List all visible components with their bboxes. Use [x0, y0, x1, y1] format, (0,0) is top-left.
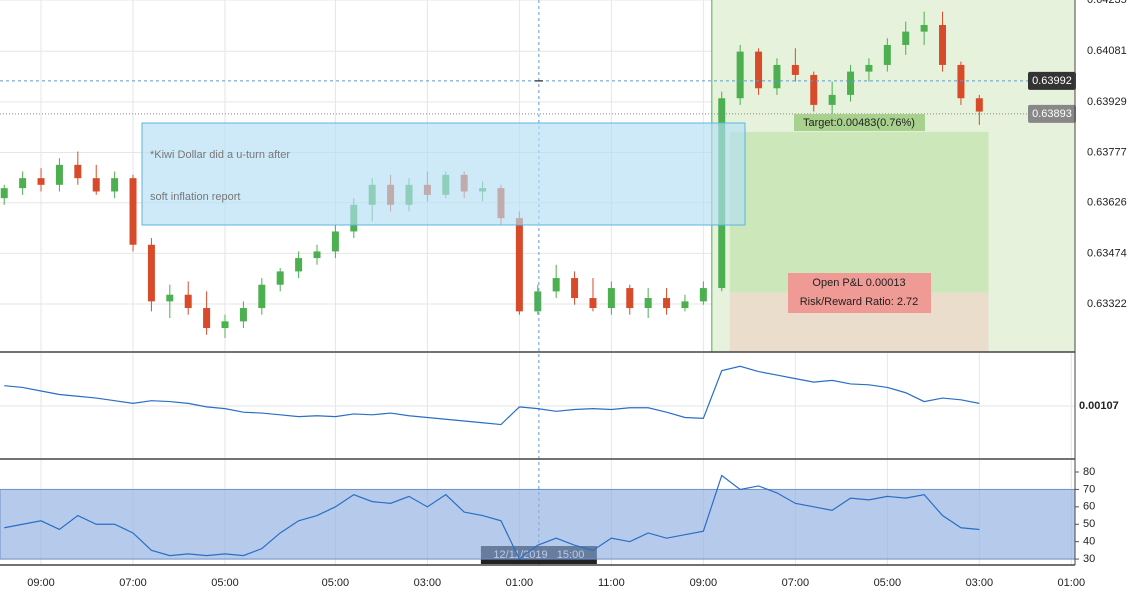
- x-tick-label: 09:00: [690, 577, 718, 589]
- x-tick-label: 03:00: [966, 577, 994, 589]
- y-tick-label: 0.63322: [1087, 298, 1127, 310]
- target-zone: [729, 131, 989, 293]
- candle-body: [239, 308, 247, 322]
- candle-body: [19, 178, 27, 189]
- candle-body: [663, 298, 671, 309]
- candle-body: [883, 44, 891, 65]
- candle-body: [773, 64, 781, 89]
- band: [0, 488, 1076, 560]
- candle-body: [295, 258, 303, 272]
- candle-body: [37, 178, 45, 185]
- x-tick-label: 05:00: [211, 577, 239, 589]
- x-tick-label: 05:00: [874, 577, 902, 589]
- candle-body: [810, 74, 818, 105]
- candle-body: [957, 64, 965, 99]
- annotation-text: *Kiwi Dollar did a u-turn after soft infl…: [150, 149, 290, 203]
- x-tick-label: 01:00: [1058, 577, 1086, 589]
- candle-body: [515, 218, 523, 312]
- annotation-line: *Kiwi Dollar did a u-turn after: [150, 149, 290, 161]
- annotation-line: soft inflation report: [150, 191, 241, 203]
- x-tick-label: 09:00: [27, 577, 55, 589]
- candle-body: [920, 24, 928, 32]
- candle-body: [276, 271, 284, 285]
- y-tick-label: 50: [1083, 518, 1095, 530]
- y-tick-label: 30: [1083, 553, 1095, 565]
- target-label: Target:0.00483(0.76%): [803, 117, 915, 129]
- candle-body: [331, 231, 339, 252]
- candle-body: [975, 98, 983, 112]
- candle-body: [184, 294, 192, 309]
- candle-body: [607, 288, 615, 309]
- x-tick-label: 07:00: [119, 577, 147, 589]
- candle-body: [791, 64, 799, 75]
- indicator-line: [4, 365, 980, 426]
- candle-body: [847, 71, 855, 95]
- pnl-tag: [788, 273, 931, 313]
- y-tick-label: 0.63474: [1087, 247, 1127, 259]
- candle-body: [258, 284, 266, 309]
- candle-body: [313, 251, 321, 259]
- candle-body: [755, 51, 763, 89]
- candle-body: [902, 31, 910, 45]
- candle-body: [644, 298, 652, 309]
- candle-body: [147, 244, 155, 302]
- y-tick-label: 0.64081: [1087, 45, 1127, 57]
- y-tick-label: 80: [1083, 466, 1095, 478]
- y-tick-label: 60: [1083, 501, 1095, 513]
- price-tag: [1028, 71, 1076, 90]
- candle-body: [626, 288, 634, 309]
- y-tick-label: 0.00107: [1079, 400, 1119, 412]
- candle-body: [55, 164, 63, 185]
- price-tag-label: 0.63992: [1032, 75, 1072, 87]
- candle-body: [92, 178, 100, 192]
- y-tick-label: 70: [1083, 483, 1095, 495]
- rr-label: Risk/Reward Ratio: 2.72: [800, 296, 919, 308]
- candle-body: [552, 278, 560, 292]
- candle-body: [828, 94, 836, 105]
- candle-body: [699, 288, 707, 302]
- candle-body: [111, 178, 119, 192]
- indicator-line: [4, 474, 980, 561]
- x-tick-label: 07:00: [782, 577, 810, 589]
- target-tag: [794, 114, 925, 131]
- candle-body: [0, 188, 8, 199]
- x-tick-label: 01:00: [506, 577, 534, 589]
- candle-body: [166, 294, 174, 302]
- y-tick-label: 40: [1083, 536, 1095, 548]
- y-tick-label: 0.63626: [1087, 197, 1127, 209]
- candle-body: [939, 24, 947, 65]
- candle-body: [129, 178, 137, 245]
- last-price-label: 0.63893: [1032, 108, 1072, 120]
- candle-body: [571, 278, 579, 299]
- x-tick-label: 03:00: [414, 577, 442, 589]
- candle-body: [865, 64, 873, 72]
- candle-body: [589, 298, 597, 309]
- candle-body: [681, 301, 689, 309]
- candle-body: [221, 321, 229, 329]
- last-price-tag: [1028, 104, 1076, 123]
- pnl-label: Open P&L 0.00013: [812, 277, 905, 289]
- y-tick-label: 0.63777: [1087, 146, 1127, 158]
- candle-body: [534, 291, 542, 312]
- x-tick-label: 05:00: [322, 577, 350, 589]
- candle-body: [203, 308, 211, 329]
- candle-body: [736, 51, 744, 99]
- x-tick-label: 11:00: [598, 577, 625, 589]
- candle-body: [74, 164, 82, 179]
- y-tick-label: 0.64235: [1087, 0, 1127, 6]
- y-tick-label: 0.63929: [1087, 96, 1127, 108]
- annotation-box: [141, 122, 746, 226]
